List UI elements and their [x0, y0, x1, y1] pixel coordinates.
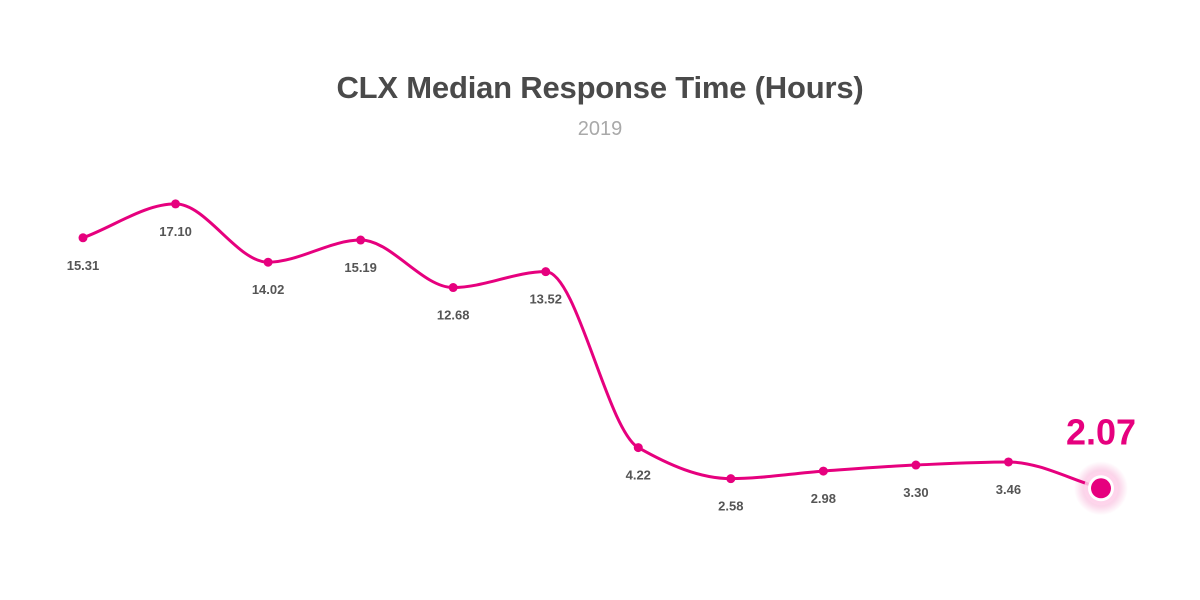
data-point [1003, 457, 1013, 467]
data-point [263, 257, 273, 267]
data-point [726, 474, 736, 484]
data-point [78, 233, 88, 243]
series-line [81, 202, 1103, 490]
data-label: 2.58 [718, 499, 743, 514]
data-label: 3.46 [996, 482, 1021, 497]
data-label-highlight: 2.07 [1066, 411, 1136, 452]
data-point [541, 267, 551, 277]
data-label: 3.30 [903, 485, 928, 500]
data-label: 4.22 [626, 468, 651, 483]
data-point [356, 235, 366, 245]
data-label: 15.31 [67, 258, 100, 273]
data-point [818, 466, 828, 476]
data-point [633, 443, 643, 453]
data-point [448, 283, 458, 293]
chart-title: CLX Median Response Time (Hours) [336, 70, 864, 105]
data-point-highlight [1091, 478, 1111, 499]
data-label: 12.68 [437, 308, 470, 323]
data-label: 2.98 [811, 491, 836, 506]
data-label: 13.52 [529, 292, 562, 307]
data-label: 17.10 [159, 224, 192, 239]
chart-subtitle: 2019 [577, 118, 623, 140]
data-label: 14.02 [252, 282, 285, 297]
data-label: 15.19 [344, 260, 377, 275]
data-point [171, 199, 181, 209]
data-point [911, 460, 921, 470]
